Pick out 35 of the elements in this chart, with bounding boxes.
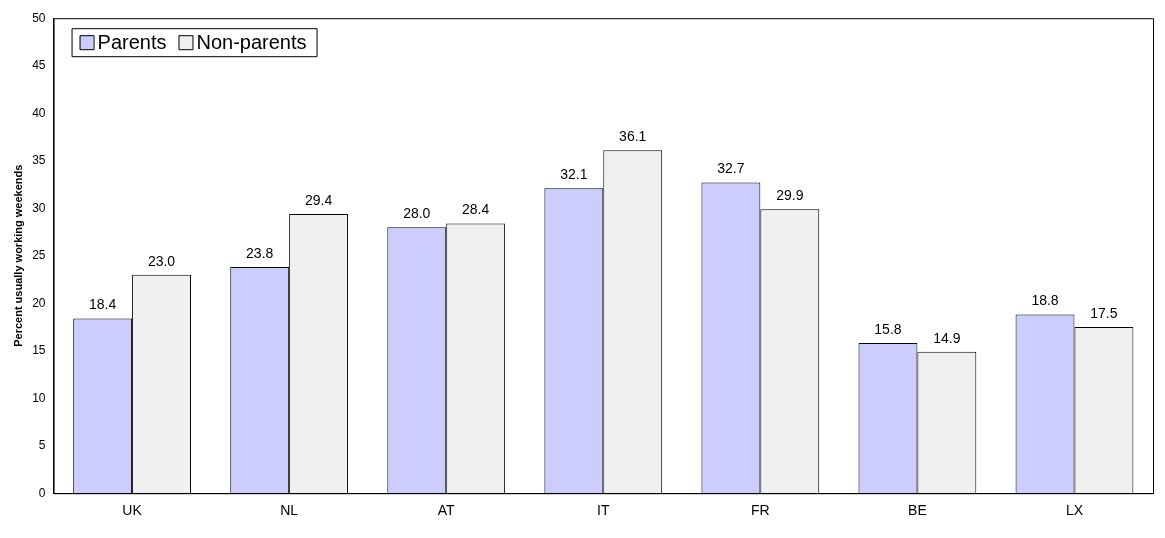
data-label: 23.8: [246, 244, 274, 261]
data-label: 28.4: [462, 201, 490, 218]
y-tick-label: 45: [32, 58, 46, 73]
x-tick-label: BE: [908, 502, 927, 519]
data-label: 32.7: [717, 160, 745, 177]
y-tick-label: 0: [38, 485, 46, 500]
x-tick-label: LX: [1065, 502, 1084, 519]
data-label: 18.8: [1031, 292, 1059, 309]
x-tick-label: IT: [597, 502, 610, 519]
y-tick-label: 15: [32, 343, 46, 358]
legend-label: Parents: [97, 30, 167, 53]
data-label: 23.0: [147, 252, 176, 269]
data-label: 29.9: [776, 187, 804, 204]
y-tick-label: 40: [32, 105, 46, 120]
x-tick-label: NL: [280, 502, 299, 519]
y-tick-label: 30: [32, 200, 46, 215]
y-tick-label: 35: [32, 153, 46, 168]
data-label: 32.1: [560, 166, 588, 183]
y-tick-label: 25: [32, 248, 46, 263]
x-tick-label: AT: [437, 502, 456, 519]
y-axis-title: Percent usually working weekends: [11, 164, 24, 347]
data-label: 36.1: [619, 128, 647, 145]
legend-label: Non-parents: [196, 30, 307, 53]
x-tick-label: UK: [122, 502, 143, 519]
y-tick-label: 50: [32, 10, 46, 25]
data-label: 14.9: [933, 329, 961, 346]
y-tick-label: 20: [32, 295, 46, 310]
data-label: 18.4: [89, 296, 117, 313]
y-tick-label: 5: [38, 438, 46, 453]
data-label: 29.4: [304, 191, 333, 208]
data-label: 15.8: [874, 320, 902, 337]
data-label: 28.0: [403, 205, 431, 222]
y-tick-label: 10: [32, 390, 46, 405]
data-label: 17.5: [1090, 304, 1118, 321]
x-tick-label: FR: [751, 502, 770, 519]
